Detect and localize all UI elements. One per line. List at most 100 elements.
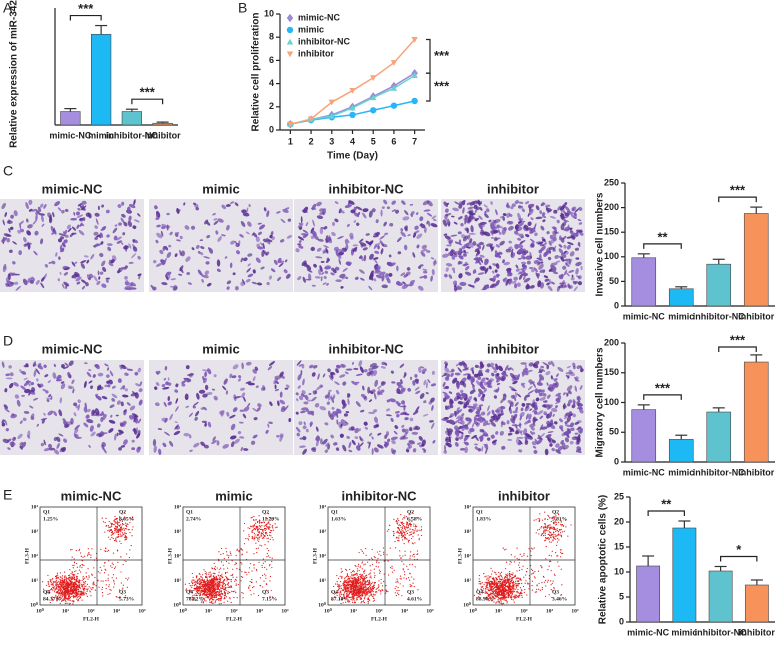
event-dot xyxy=(61,597,62,598)
legend-marker xyxy=(287,27,293,33)
event-dot xyxy=(125,536,126,537)
event-dot xyxy=(211,585,212,586)
event-dot xyxy=(371,583,372,584)
event-dot xyxy=(273,539,274,540)
event-dot xyxy=(216,589,217,590)
legend-label: mimic xyxy=(298,24,324,34)
significance-label: *** xyxy=(730,332,746,347)
event-dot xyxy=(115,538,116,539)
event-dot xyxy=(110,590,111,591)
event-dot xyxy=(80,571,81,572)
event-dot xyxy=(265,561,266,562)
event-dot xyxy=(121,528,122,529)
event-dot xyxy=(205,597,206,598)
event-dot xyxy=(71,578,72,579)
event-dot xyxy=(236,585,237,586)
bar xyxy=(153,123,173,125)
event-dot xyxy=(206,576,207,577)
event-dot xyxy=(214,568,215,569)
event-dot xyxy=(216,599,217,600)
event-dot xyxy=(86,591,87,592)
event-dot xyxy=(95,590,96,591)
event-dot xyxy=(208,588,209,589)
event-dot xyxy=(256,552,257,553)
event-dot xyxy=(196,577,197,578)
event-dot xyxy=(100,549,101,550)
event-dot xyxy=(68,582,69,583)
event-dot xyxy=(114,528,115,529)
event-dot xyxy=(249,536,250,537)
event-dot xyxy=(347,573,348,574)
event-dot xyxy=(218,575,219,576)
event-dot xyxy=(68,589,69,590)
event-dot xyxy=(254,533,255,534)
event-dot xyxy=(224,597,225,598)
event-dot xyxy=(74,596,75,597)
event-dot xyxy=(114,522,115,523)
event-dot xyxy=(215,600,216,601)
event-dot xyxy=(256,569,257,570)
event-dot xyxy=(199,578,200,579)
event-dot xyxy=(260,529,261,530)
event-dot xyxy=(214,577,215,578)
event-dot xyxy=(217,599,218,600)
event-dot xyxy=(230,551,231,552)
event-dot xyxy=(110,565,111,566)
event-dot xyxy=(87,584,88,585)
event-dot xyxy=(212,597,213,598)
event-dot xyxy=(74,589,75,590)
event-dot xyxy=(56,580,57,581)
bar xyxy=(669,439,693,462)
event-dot xyxy=(213,589,214,590)
event-dot xyxy=(80,588,81,589)
error-bar xyxy=(642,556,654,566)
event-dot xyxy=(47,575,48,576)
significance-bracket xyxy=(644,395,682,400)
event-dot xyxy=(107,551,108,552)
y-tick-label: 10³ xyxy=(174,529,182,535)
event-dot xyxy=(82,564,83,565)
event-dot xyxy=(69,569,70,570)
event-dot xyxy=(337,581,338,582)
event-dot xyxy=(226,596,227,597)
event-dot xyxy=(210,582,211,583)
event-dot xyxy=(105,580,106,581)
event-dot xyxy=(219,577,220,578)
event-dot xyxy=(80,565,81,566)
event-dot xyxy=(241,592,242,593)
event-dot xyxy=(192,573,193,574)
event-dot xyxy=(72,557,73,558)
event-dot xyxy=(50,580,51,581)
event-dot xyxy=(206,595,207,596)
event-dot xyxy=(117,523,118,524)
micrograph xyxy=(0,360,144,455)
event-dot xyxy=(236,568,237,569)
event-dot xyxy=(216,597,217,598)
event-dot xyxy=(71,596,72,597)
event-dot xyxy=(269,580,270,581)
event-dot xyxy=(220,554,221,555)
event-dot xyxy=(266,526,267,527)
event-dot xyxy=(198,582,199,583)
event-dot xyxy=(214,597,215,598)
event-dot xyxy=(221,561,222,562)
event-dot xyxy=(126,553,127,554)
image-title: inhibitor-NC xyxy=(328,341,404,356)
error-bar xyxy=(713,408,725,412)
event-dot xyxy=(209,576,210,577)
event-dot xyxy=(54,591,55,592)
event-dot xyxy=(125,523,126,524)
event-dot xyxy=(218,572,219,573)
event-dot xyxy=(252,538,253,539)
event-dot xyxy=(270,535,271,536)
event-dot xyxy=(254,525,255,526)
event-dot xyxy=(209,589,210,590)
event-dot xyxy=(217,579,218,580)
event-dot xyxy=(222,586,223,587)
event-dot xyxy=(254,538,255,539)
event-dot xyxy=(125,578,126,579)
event-dot xyxy=(91,574,92,575)
event-dot xyxy=(57,577,58,578)
y-tick-label: 0 xyxy=(614,456,619,466)
event-dot xyxy=(111,567,112,568)
